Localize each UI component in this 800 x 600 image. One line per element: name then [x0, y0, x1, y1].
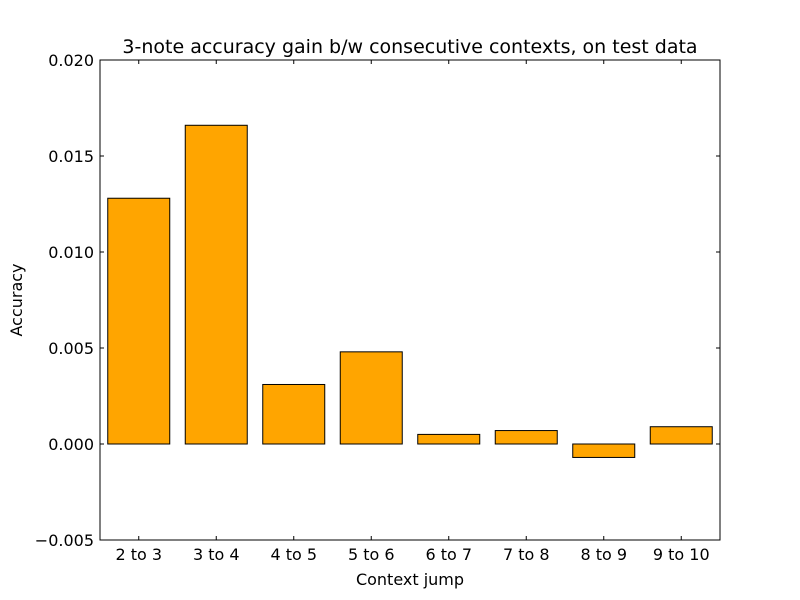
- y-tick-label: −0.005: [35, 531, 94, 550]
- ticks-layer: 2 to 3 3 to 4 4 to 5 5 to 6 6 to 7 7 to 8 8 to…: [35, 51, 720, 564]
- x-tick-label: 5 to 6: [348, 545, 395, 564]
- bar-3-to-4: [184, 124, 248, 445]
- y-tick-label: 0.000: [48, 435, 94, 454]
- x-tick-label: 4 to 5: [270, 545, 317, 564]
- x-axis-label: Context jump: [356, 570, 464, 589]
- x-tick-label: 9 to 10: [653, 545, 710, 564]
- y-tick-label: 0.005: [48, 339, 94, 358]
- x-tick-label: 6 to 7: [425, 545, 472, 564]
- x-tick-label: 8 to 9: [580, 545, 627, 564]
- bar-4-to-5: [262, 383, 326, 445]
- y-tick-label: 0.020: [48, 51, 94, 70]
- y-tick-label: 0.010: [48, 243, 94, 262]
- y-axis-label: Accuracy: [7, 263, 26, 336]
- y-tick-label: 0.015: [48, 147, 94, 166]
- bar-5-to-6: [339, 351, 403, 445]
- x-tick-label: 7 to 8: [503, 545, 550, 564]
- x-tick-label: 2 to 3: [115, 545, 162, 564]
- plot-frame: [99, 59, 721, 541]
- x-tick-label: 3 to 4: [193, 545, 240, 564]
- bar-8-to-9: [572, 443, 636, 458]
- bars-layer: [107, 124, 713, 458]
- bar-2-to-3: [107, 197, 171, 445]
- bar-7-to-8: [494, 430, 558, 445]
- bar-6-to-7: [417, 433, 481, 445]
- chart-title: 3-note accuracy gain b/w consecutive con…: [122, 36, 697, 58]
- bar-9-to-10: [649, 426, 713, 445]
